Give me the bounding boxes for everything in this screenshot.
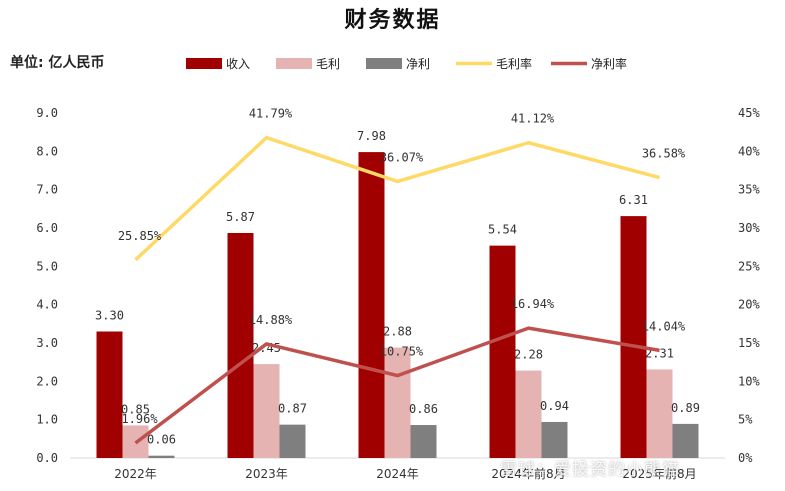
line-data-label: 16.94% <box>511 297 555 311</box>
bar-data-label: 0.87 <box>278 402 307 416</box>
y-left-tick-label: 4.0 <box>36 298 58 312</box>
y-left-tick-label: 8.0 <box>36 144 58 158</box>
bar-2 <box>672 423 699 458</box>
line-data-label: 25.85% <box>118 229 162 243</box>
x-tick-label: 2022年 <box>114 467 157 481</box>
bar-2 <box>410 425 437 458</box>
y-right-tick-label: 30% <box>738 221 760 235</box>
y-left-tick-label: 3.0 <box>36 336 58 350</box>
y-right-tick-label: 45% <box>738 106 760 120</box>
y-left-tick-label: 5.0 <box>36 259 58 273</box>
bar-0 <box>489 245 516 458</box>
bar-0 <box>96 331 123 458</box>
bar-1 <box>515 370 542 458</box>
bar-data-label: 0.94 <box>540 399 569 413</box>
line-series-1 <box>134 326 660 445</box>
y-right-tick-label: 0% <box>738 451 753 465</box>
watermark: 雪球：爱投资的小熊猫 <box>500 460 680 480</box>
bar-data-label: 5.54 <box>488 223 517 237</box>
y-left-tick-label: 2.0 <box>36 374 58 388</box>
bar-data-label: 0.89 <box>671 401 700 415</box>
legend-label: 净利 <box>406 57 430 71</box>
line-data-label: 36.58% <box>642 147 686 161</box>
y-left-tick-label: 7.0 <box>36 183 58 197</box>
bar-0 <box>620 216 647 458</box>
bar-1 <box>646 369 673 458</box>
legend-swatch <box>366 58 402 69</box>
bar-2 <box>541 421 568 458</box>
unit-label: 单位: 亿人民币 <box>10 55 105 71</box>
bar-data-label: 5.87 <box>226 210 255 224</box>
bar-data-label: 2.88 <box>383 325 412 339</box>
line-data-label: 14.88% <box>249 313 293 327</box>
bar-data-label: 0.86 <box>409 402 438 416</box>
line-data-label: 1.96% <box>121 412 158 426</box>
x-tick-label: 2024年前8月 <box>491 466 565 481</box>
bar-data-label: 0.06 <box>147 433 176 447</box>
y-left-tick-label: 1.0 <box>36 413 58 427</box>
bar-data-label: 6.31 <box>619 193 648 207</box>
legend-swatch <box>186 58 222 69</box>
y-left-tick-label: 9.0 <box>36 106 58 120</box>
legend-label: 净利率 <box>591 56 627 71</box>
y-left-tick-label: 6.0 <box>36 221 58 235</box>
x-tick-label: 2025年前8月 <box>622 466 696 481</box>
bar-2 <box>148 455 175 458</box>
bar-0 <box>358 152 385 458</box>
bar-1 <box>384 347 411 458</box>
line-data-label: 41.79% <box>249 107 293 121</box>
y-right-tick-label: 15% <box>738 336 760 350</box>
y-right-tick-label: 10% <box>738 374 760 388</box>
legend-label: 收入 <box>226 57 250 71</box>
x-tick-label: 2024年 <box>376 467 419 481</box>
bar-data-label: 7.98 <box>357 129 386 143</box>
y-right-tick-label: 25% <box>738 259 760 273</box>
chart-title: 财务数据 <box>344 8 441 33</box>
bar-data-label: 2.28 <box>514 348 543 362</box>
y-right-tick-label: 5% <box>738 413 753 427</box>
line-data-label: 41.12% <box>511 112 555 126</box>
bar-data-label: 0.85 <box>121 402 150 416</box>
x-tick-label: 2023年 <box>245 467 288 481</box>
y-right-tick-label: 40% <box>738 144 760 158</box>
line-data-label: 36.07% <box>380 150 424 164</box>
y-right-tick-label: 35% <box>738 183 760 197</box>
legend-label: 毛利率 <box>496 56 532 71</box>
bar-data-label: 3.30 <box>95 309 124 323</box>
bar-1 <box>253 364 280 458</box>
bar-2 <box>279 424 306 458</box>
bar-0 <box>227 232 254 458</box>
line-data-label: 10.75% <box>380 345 424 359</box>
y-right-tick-label: 20% <box>738 298 760 312</box>
legend-label: 毛利 <box>316 57 340 71</box>
line-series-0 <box>134 135 660 262</box>
legend-swatch <box>276 58 312 69</box>
line-data-label: 14.04% <box>642 319 686 333</box>
y-left-tick-label: 0.0 <box>36 451 58 465</box>
